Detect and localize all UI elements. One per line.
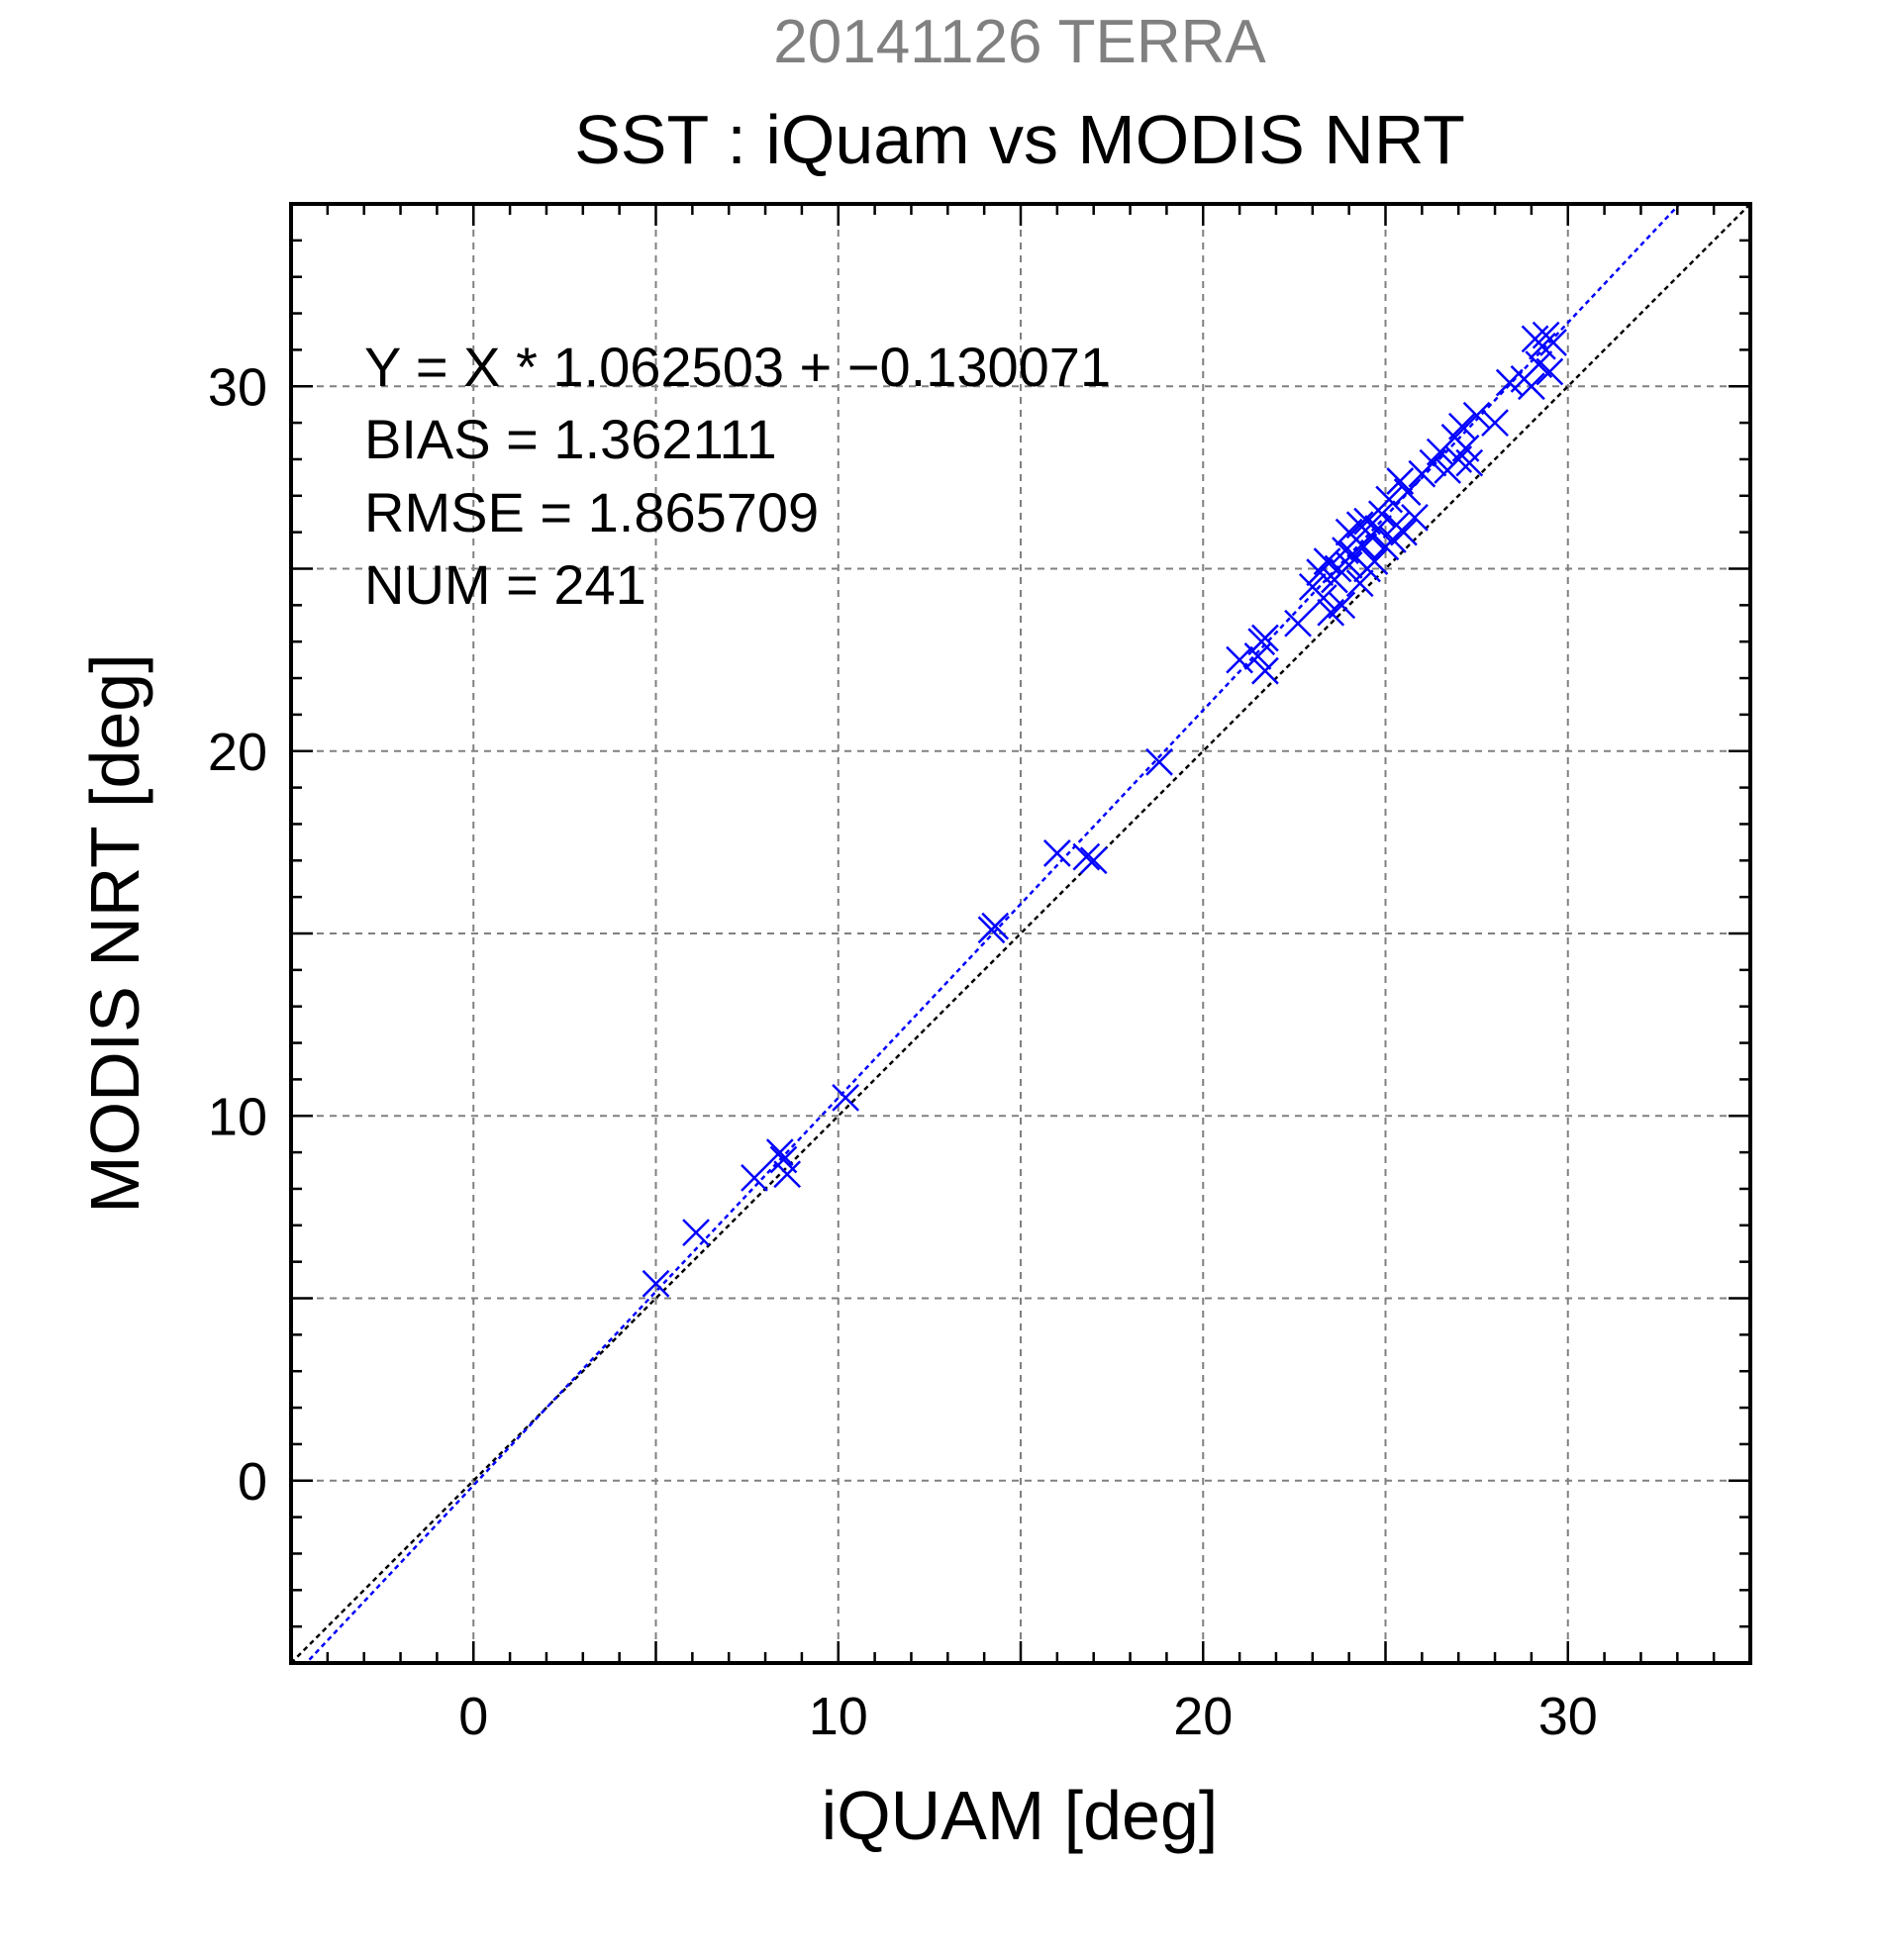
data-point [741, 1164, 768, 1192]
data-point [1535, 357, 1564, 386]
lines-layer [291, 204, 1750, 1663]
regression-equation: Y = X * 1.062503 + −0.130071 [364, 336, 1111, 398]
bias-label: BIAS = 1.362111 [364, 408, 777, 470]
data-point [1328, 591, 1356, 620]
data-point [1284, 609, 1312, 637]
data-point [1042, 839, 1071, 867]
num-label: NUM = 241 [364, 553, 646, 616]
data-point [1455, 448, 1484, 477]
data-point [981, 912, 1010, 940]
data-point [1251, 656, 1279, 685]
data-point [1393, 478, 1422, 506]
tick-labels-layer: 0 10 20 30 0 10 20 30 [208, 357, 1598, 1746]
y-tick-label: 20 [208, 723, 267, 782]
data-point [1529, 332, 1556, 360]
x-tick-label: 20 [1173, 1687, 1233, 1746]
chart-title: SST : iQuam vs MODIS NRT [574, 101, 1465, 178]
data-point [773, 1160, 802, 1189]
data-point [1309, 584, 1337, 612]
data-point [642, 1269, 670, 1298]
y-tick-label: 10 [208, 1087, 267, 1146]
points-layer [642, 321, 1567, 1298]
data-point [1462, 401, 1491, 430]
rmse-label: RMSE = 1.865709 [364, 481, 819, 543]
y-tick-label: 0 [238, 1452, 267, 1512]
data-point [1539, 329, 1567, 356]
x-tick-label: 30 [1538, 1687, 1598, 1746]
regression-line [304, 204, 1682, 1663]
chart-supertitle: 20141126 TERRA [773, 8, 1266, 76]
plot-frame [289, 202, 1752, 1665]
y-tick-label: 30 [208, 357, 267, 417]
data-point [1360, 547, 1389, 576]
data-point [832, 1083, 860, 1112]
data-point [765, 1138, 794, 1166]
data-point [1072, 842, 1101, 871]
data-point [1251, 624, 1279, 652]
data-point [1345, 569, 1374, 598]
data-point [1401, 504, 1429, 532]
data-point [682, 1219, 710, 1247]
data-point [1145, 747, 1173, 776]
data-point [1518, 372, 1545, 401]
x-axis-label: iQUAM [deg] [822, 1777, 1219, 1854]
x-tick-label: 10 [809, 1687, 868, 1746]
data-point [1226, 645, 1253, 674]
data-point [1335, 550, 1363, 579]
reference-line [291, 204, 1750, 1663]
data-point [1390, 518, 1418, 546]
y-axis-label: MODIS NRT [deg] [76, 653, 153, 1213]
data-point [1367, 500, 1396, 529]
data-point [1481, 409, 1509, 437]
data-point [1375, 485, 1404, 514]
x-tick-label: 0 [458, 1687, 488, 1746]
stats-annotation: Y = X * 1.062503 + −0.130071 BIAS = 1.36… [364, 336, 1111, 616]
data-point [1079, 846, 1108, 875]
